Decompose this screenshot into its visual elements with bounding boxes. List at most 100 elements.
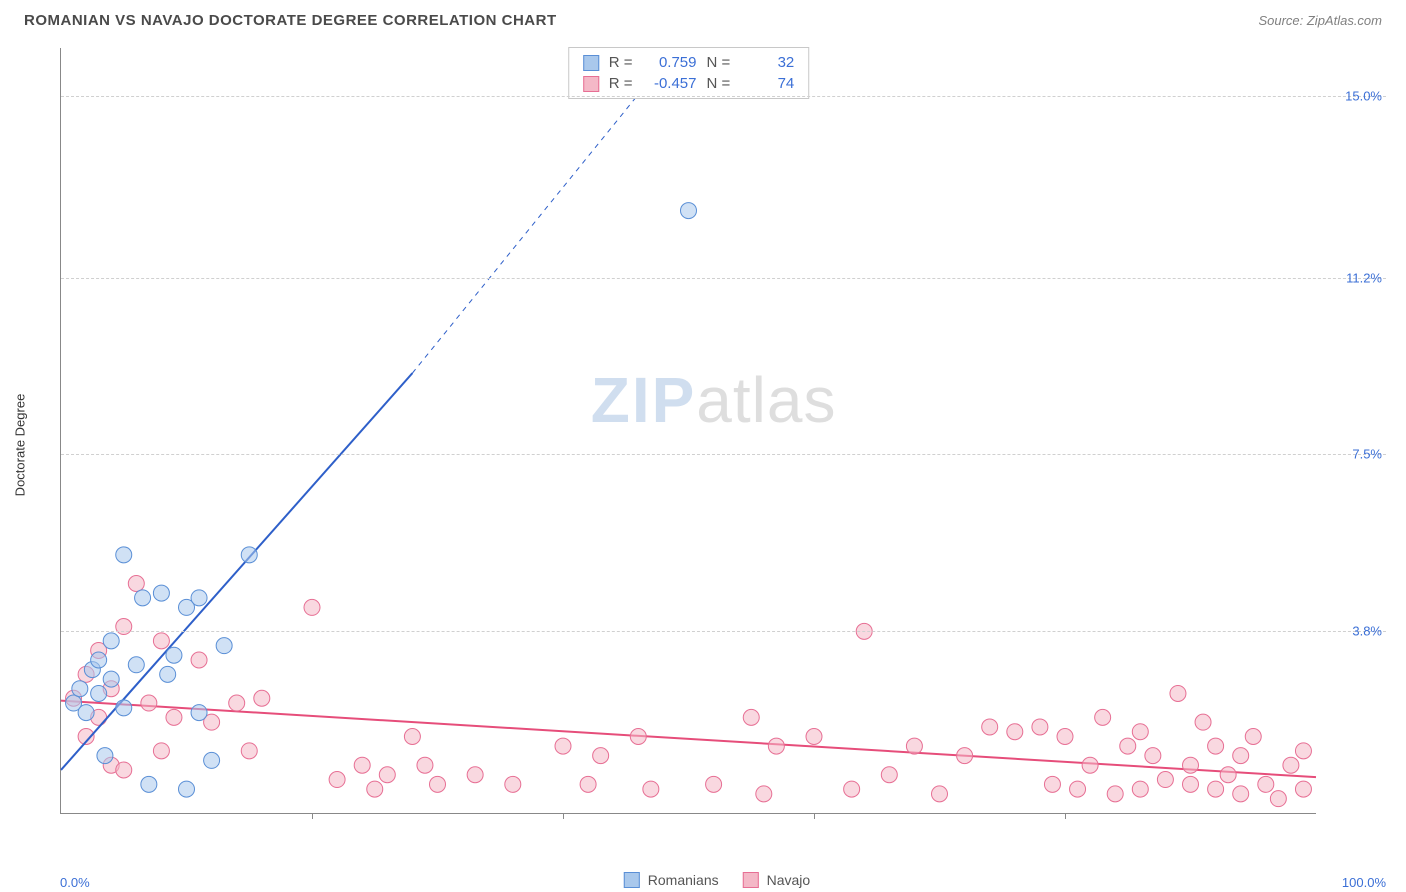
romanians-point xyxy=(116,547,132,563)
stats-box: R = 0.759 N = 32 R = -0.457 N = 74 xyxy=(568,47,810,99)
legend-item-romanians: Romanians xyxy=(624,872,719,888)
romanians-point xyxy=(97,748,113,764)
stats-row-romanians: R = 0.759 N = 32 xyxy=(583,54,795,71)
romanians-point xyxy=(681,203,697,219)
legend-swatch-romanians-icon xyxy=(624,872,640,888)
y-tick-label: 3.8% xyxy=(1322,624,1382,639)
navajo-point xyxy=(1283,757,1299,773)
romanians-point xyxy=(153,585,169,601)
romanians-point xyxy=(103,633,119,649)
romanians-point xyxy=(103,671,119,687)
navajo-point xyxy=(1145,748,1161,764)
navajo-point xyxy=(379,767,395,783)
chart-container: Doctorate Degree ZIPatlas R = 0.759 N = … xyxy=(48,48,1386,842)
navajo-point xyxy=(1095,709,1111,725)
navajo-point xyxy=(191,652,207,668)
n-value-navajo: 74 xyxy=(740,75,794,92)
swatch-navajo-icon xyxy=(583,76,599,92)
romanians-point xyxy=(179,781,195,797)
navajo-point xyxy=(906,738,922,754)
x-axis-min-label: 0.0% xyxy=(60,875,90,890)
romanians-point xyxy=(135,590,151,606)
navajo-point xyxy=(1082,757,1098,773)
chart-header: ROMANIAN VS NAVAJO DOCTORATE DEGREE CORR… xyxy=(0,0,1406,37)
source-prefix: Source: xyxy=(1258,13,1306,28)
x-tick xyxy=(814,813,815,819)
romanians-point xyxy=(141,776,157,792)
source-name: ZipAtlas.com xyxy=(1307,13,1382,28)
romanians-point xyxy=(116,700,132,716)
r-value-romanians: 0.759 xyxy=(643,54,697,71)
navajo-point xyxy=(128,576,144,592)
navajo-point xyxy=(1270,791,1286,807)
romanians-point xyxy=(216,638,232,654)
navajo-point xyxy=(1007,724,1023,740)
navajo-point xyxy=(354,757,370,773)
r-label: R = xyxy=(609,75,633,92)
navajo-point xyxy=(304,599,320,615)
navajo-point xyxy=(153,743,169,759)
navajo-point xyxy=(1295,743,1311,759)
navajo-point xyxy=(643,781,659,797)
legend-label-romanians: Romanians xyxy=(648,872,719,888)
navajo-point xyxy=(1183,757,1199,773)
navajo-point xyxy=(1057,729,1073,745)
navajo-point xyxy=(706,776,722,792)
n-label: N = xyxy=(707,54,731,71)
navajo-point xyxy=(166,709,182,725)
plot-area: ZIPatlas R = 0.759 N = 32 R = -0.457 N =… xyxy=(60,48,1316,814)
romanians-point xyxy=(128,657,144,673)
y-tick-label: 7.5% xyxy=(1322,447,1382,462)
navajo-point xyxy=(153,633,169,649)
legend-swatch-navajo-icon xyxy=(743,872,759,888)
y-axis-label: Doctorate Degree xyxy=(13,394,28,497)
n-label: N = xyxy=(707,75,731,92)
romanians-point xyxy=(241,547,257,563)
navajo-point xyxy=(580,776,596,792)
navajo-point xyxy=(844,781,860,797)
navajo-point xyxy=(430,776,446,792)
navajo-point xyxy=(1120,738,1136,754)
navajo-point xyxy=(467,767,483,783)
gridline xyxy=(61,278,1386,279)
x-tick xyxy=(563,813,564,819)
navajo-point xyxy=(1233,786,1249,802)
navajo-point xyxy=(1183,776,1199,792)
gridline xyxy=(61,96,1386,97)
navajo-point xyxy=(1245,729,1261,745)
navajo-point xyxy=(1132,781,1148,797)
romanians-point xyxy=(191,590,207,606)
navajo-point xyxy=(1107,786,1123,802)
swatch-romanians-icon xyxy=(583,55,599,71)
source-attribution: Source: ZipAtlas.com xyxy=(1258,13,1382,28)
n-value-romanians: 32 xyxy=(740,54,794,71)
r-value-navajo: -0.457 xyxy=(643,75,697,92)
navajo-point xyxy=(881,767,897,783)
x-tick xyxy=(312,813,313,819)
romanians-point xyxy=(91,652,107,668)
navajo-point xyxy=(1044,776,1060,792)
navajo-point xyxy=(756,786,772,802)
navajo-point xyxy=(229,695,245,711)
navajo-point xyxy=(768,738,784,754)
navajo-point xyxy=(1258,776,1274,792)
romanians-point xyxy=(72,681,88,697)
navajo-point xyxy=(1170,685,1186,701)
romanians-point xyxy=(160,666,176,682)
x-axis-max-label: 100.0% xyxy=(1342,875,1386,890)
navajo-point xyxy=(806,729,822,745)
y-tick-label: 15.0% xyxy=(1322,88,1382,103)
navajo-point xyxy=(982,719,998,735)
r-label: R = xyxy=(609,54,633,71)
navajo-point xyxy=(593,748,609,764)
navajo-point xyxy=(404,729,420,745)
navajo-point xyxy=(555,738,571,754)
navajo-point xyxy=(743,709,759,725)
navajo-point xyxy=(630,729,646,745)
navajo-point xyxy=(1220,767,1236,783)
chart-title: ROMANIAN VS NAVAJO DOCTORATE DEGREE CORR… xyxy=(24,12,557,29)
plot-svg xyxy=(61,48,1316,813)
navajo-point xyxy=(1208,781,1224,797)
legend-item-navajo: Navajo xyxy=(743,872,811,888)
navajo-point xyxy=(1070,781,1086,797)
